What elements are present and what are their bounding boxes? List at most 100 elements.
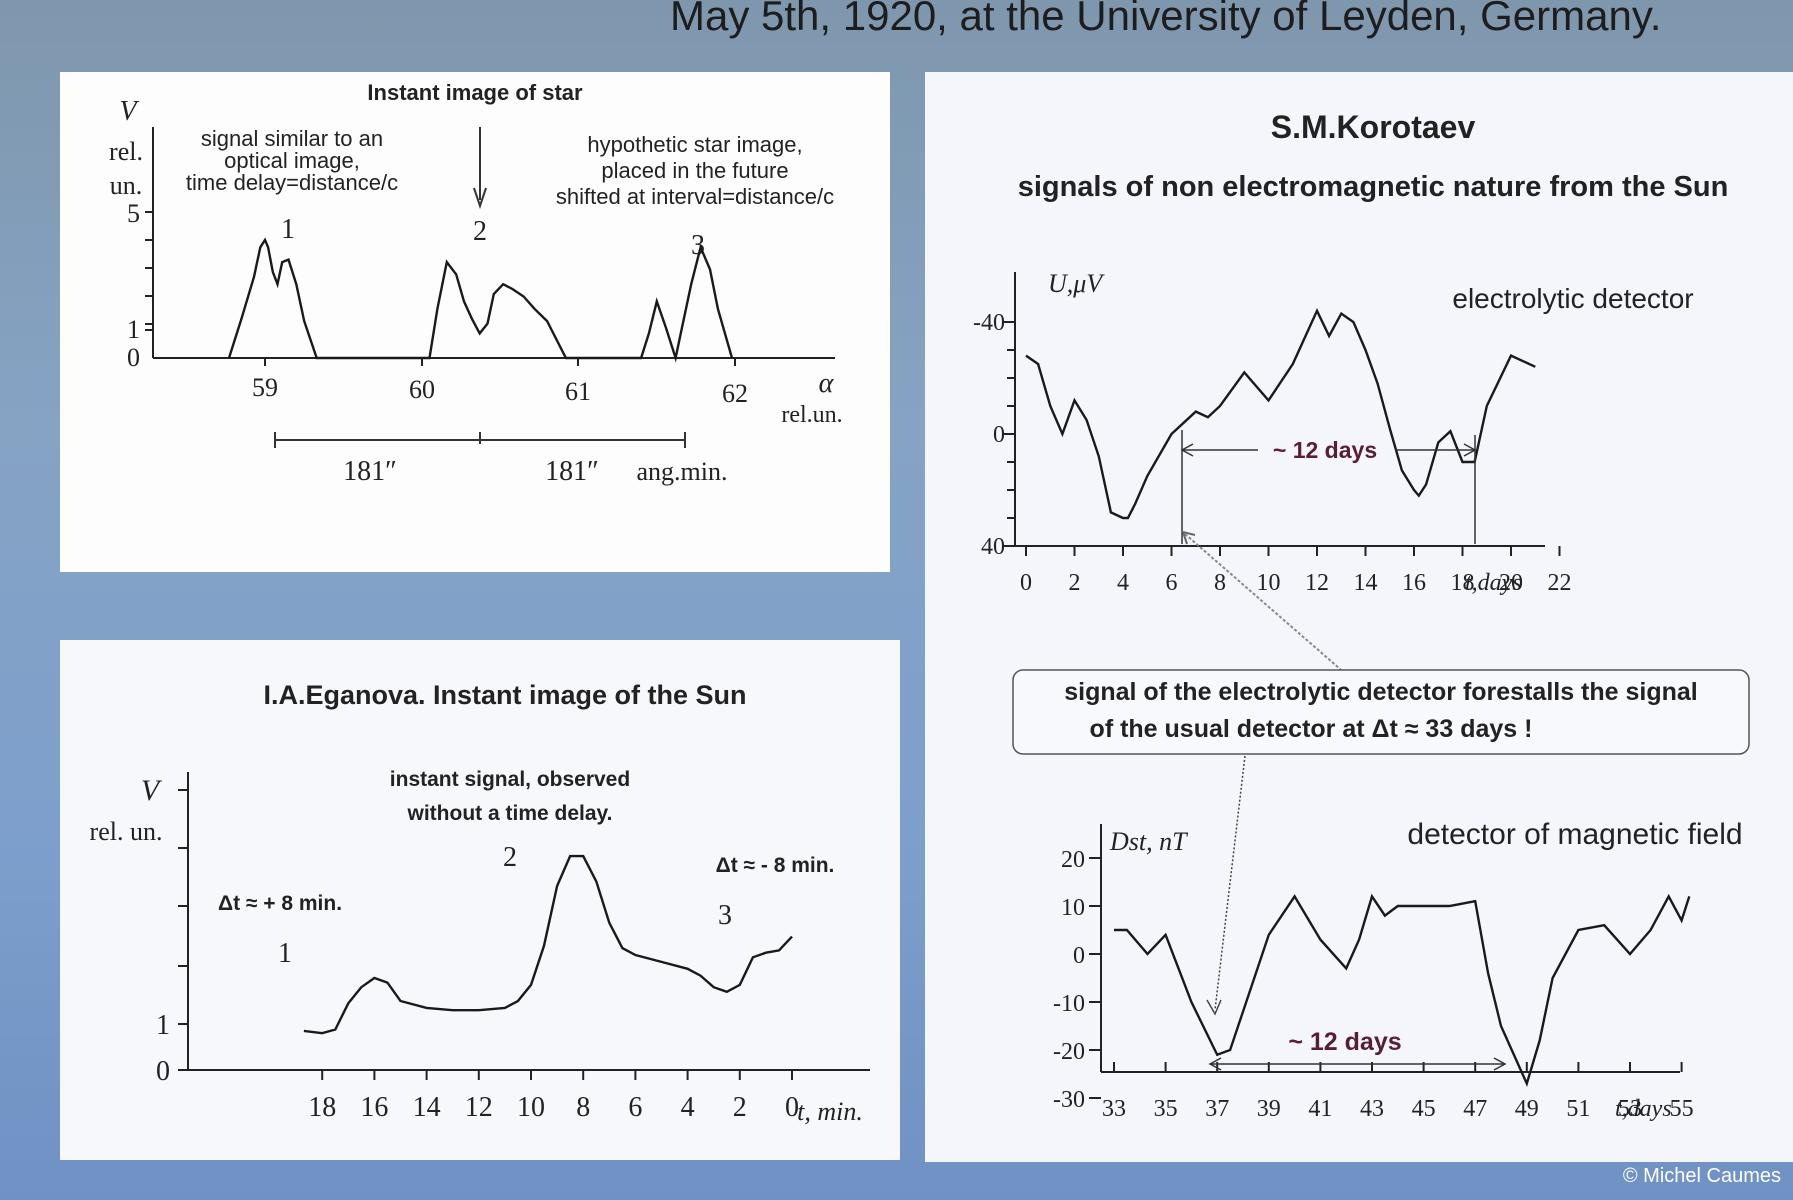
star-x-tick-61: 61 xyxy=(565,377,591,406)
callout-line-1: signal of the electrolytic detector fore… xyxy=(1064,678,1698,706)
bottom-x-tick-label-53: 53 xyxy=(1618,1096,1642,1122)
bottom-interval-label: ~ 12 days xyxy=(1288,1028,1401,1056)
star-y-tick-1: 1 xyxy=(127,315,140,344)
star-span-bracket xyxy=(274,432,686,448)
bottom-y-tick-label-10: 10 xyxy=(1061,895,1085,921)
korotaev-subtitle: signals of non electromagnetic nature fr… xyxy=(1018,171,1729,203)
star-chart-title: Instant image of star xyxy=(367,80,583,105)
sun-y-label-relun: rel. un. xyxy=(90,817,163,846)
bottom-y-label: Dst, nT xyxy=(1109,827,1188,856)
star-chart: Instant image of star V rel. un. signal … xyxy=(109,80,843,487)
sun-x-unit: t, min. xyxy=(797,1097,863,1126)
bottom-x-tick-label-35: 35 xyxy=(1154,1096,1178,1122)
star-span-unit: ang.min. xyxy=(637,457,728,486)
star-y-label-rel: rel. xyxy=(109,137,143,166)
top-interval-marker xyxy=(1180,430,1477,544)
star-span-1: 181″ xyxy=(343,456,397,487)
sun-x-tick-label-16: 16 xyxy=(360,1092,388,1123)
star-note-left-1: signal similar to an xyxy=(201,126,383,151)
bottom-interval-marker xyxy=(1208,1057,1507,1071)
top-x-tick-label-2: 2 xyxy=(1069,570,1081,596)
bottom-x-tick-label-49: 49 xyxy=(1515,1096,1539,1122)
star-peak-label-2: 2 xyxy=(473,216,487,247)
sun-x-tick-label-2: 2 xyxy=(733,1092,747,1123)
sun-chart: I.A.Eganova. Instant image of the Sun V … xyxy=(90,680,870,1126)
star-x-tick-62: 62 xyxy=(722,379,748,408)
star-note-right-1: hypothetic star image, xyxy=(587,132,802,157)
top-y-tick-minus40: -40 xyxy=(973,310,1005,336)
star-x-tick-60: 60 xyxy=(409,375,435,404)
top-x-tick-label-20: 20 xyxy=(1499,570,1523,596)
top-x-ticks: 0 2 4 6 8 10 12 14 16 18 20 22 xyxy=(1020,546,1572,596)
top-x-tick-label-8: 8 xyxy=(1214,570,1226,596)
top-x-tick-label-22: 22 xyxy=(1548,570,1572,596)
bottom-x-ticks: 33 35 37 39 41 43 45 47 49 51 53 55 xyxy=(1102,1062,1694,1122)
connector-arrowhead-bottom xyxy=(1206,999,1222,1016)
star-peak-label-1: 1 xyxy=(281,214,295,245)
top-y-label: U,μV xyxy=(1048,269,1105,298)
sun-x-tick-label-6: 6 xyxy=(628,1092,642,1123)
star-x-var: α xyxy=(819,368,835,399)
bottom-x-tick-label-41: 41 xyxy=(1308,1096,1332,1122)
bottom-y-tick-label--20: -20 xyxy=(1053,1039,1085,1065)
top-x-tick-label-10: 10 xyxy=(1257,570,1281,596)
korotaev-panel: S.M.Korotaev signals of non electromagne… xyxy=(925,72,1793,1162)
slide-title: May 5th, 1920, at the University of Leyd… xyxy=(670,0,1662,39)
sun-x-tick-label-8: 8 xyxy=(576,1092,590,1123)
sun-y-label-v: V xyxy=(141,774,163,807)
sun-peak-label-3: 3 xyxy=(718,900,732,931)
bottom-series-label: detector of magnetic field xyxy=(1407,818,1742,851)
bottom-y-ticks: 20 10 0 -10 -20 -30 xyxy=(1053,847,1101,1113)
sun-y-ticks xyxy=(178,789,188,1071)
connector-arrow-bottom xyxy=(1214,755,1246,1011)
sun-series-line xyxy=(303,854,793,1035)
sun-note-center-2: without a time delay. xyxy=(407,802,613,825)
star-x-ticks xyxy=(264,358,736,366)
electrolytic-series-line xyxy=(1025,307,1536,520)
top-x-unit: t,days xyxy=(1465,570,1522,596)
top-x-tick-label-14: 14 xyxy=(1354,570,1378,596)
star-y-tick-0: 0 xyxy=(127,343,140,372)
bottom-y-tick-label-0: 0 xyxy=(1073,943,1085,969)
sun-x-tick-label-4: 4 xyxy=(681,1092,695,1123)
top-y-tick-40: 40 xyxy=(981,534,1005,560)
magnetic-series-line xyxy=(1114,893,1691,1088)
sun-y-tick-0: 0 xyxy=(156,1056,170,1087)
sun-note-left: Δt ≈ + 8 min. xyxy=(218,892,342,915)
sun-x-tick-label-12: 12 xyxy=(465,1092,493,1123)
sun-x-tick-label-10: 10 xyxy=(517,1092,545,1123)
star-y-tick-5: 5 xyxy=(127,199,140,228)
bottom-x-tick-label-39: 39 xyxy=(1257,1096,1281,1122)
sun-x-tick-label-18: 18 xyxy=(308,1092,336,1123)
bottom-x-tick-label-47: 47 xyxy=(1463,1096,1487,1122)
bottom-x-tick-label-37: 37 xyxy=(1205,1096,1229,1122)
bottom-y-tick-label--30: -30 xyxy=(1053,1087,1085,1113)
star-y-label-v: V xyxy=(119,96,139,127)
sun-peak-label-2: 2 xyxy=(503,842,517,873)
photo-credit: © Michel Caumes xyxy=(1622,1165,1781,1187)
sun-note-right: Δt ≈ - 8 min. xyxy=(716,854,835,877)
star-note-right-2: placed in the future xyxy=(601,158,788,183)
star-series-line xyxy=(227,237,734,363)
top-x-tick-label-6: 6 xyxy=(1166,570,1178,596)
sun-x-tick-label-14: 14 xyxy=(413,1092,441,1123)
top-series-label: electrolytic detector xyxy=(1452,283,1693,314)
callout-line-2: of the usual detector at Δt ≈ 33 days ! xyxy=(1090,715,1533,743)
top-x-tick-label-12: 12 xyxy=(1305,570,1329,596)
top-x-tick-label-18: 18 xyxy=(1451,570,1475,596)
bottom-y-tick-label--10: -10 xyxy=(1053,991,1085,1017)
star-note-left-2: optical image, xyxy=(224,148,360,173)
star-y-ticks xyxy=(145,211,153,331)
bottom-x-tick-label-45: 45 xyxy=(1412,1096,1436,1122)
sun-chart-title: I.A.Eganova. Instant image of the Sun xyxy=(263,680,746,710)
korotaev-author: S.M.Korotaev xyxy=(1271,109,1476,145)
korotaev-chart: S.M.Korotaev signals of non electromagne… xyxy=(973,109,1750,1122)
bottom-x-tick-label-33: 33 xyxy=(1102,1096,1126,1122)
star-image-panel: Instant image of star V rel. un. signal … xyxy=(60,72,890,572)
bottom-x-unit: t,days xyxy=(1615,1096,1672,1122)
sun-x-tick-label-0: 0 xyxy=(785,1092,799,1123)
sun-y-tick-1: 1 xyxy=(156,1010,170,1041)
top-y-ticks xyxy=(1003,321,1015,547)
star-y-label-un: un. xyxy=(110,171,143,200)
callout-box xyxy=(1012,669,1750,755)
